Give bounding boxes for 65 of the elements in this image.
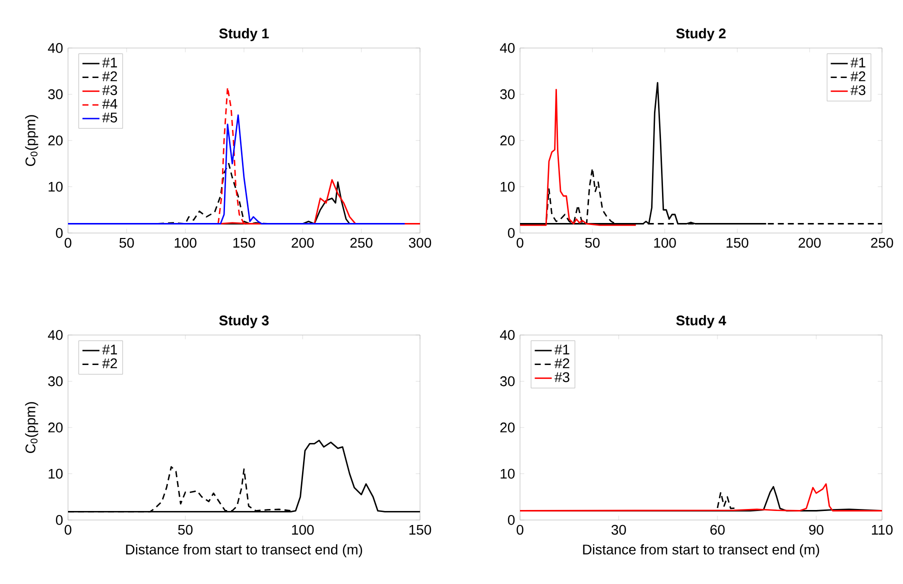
- legend-label: #3: [102, 85, 118, 96]
- y-tick-label: 40: [500, 43, 515, 53]
- legend-label: #3: [554, 372, 570, 382]
- x-tick-label: 50: [119, 238, 134, 248]
- y-tick-label: 40: [48, 330, 63, 340]
- legend-label: #1: [102, 344, 117, 354]
- x-tick-label: 250: [871, 238, 894, 248]
- line-series: [68, 114, 406, 224]
- x-axis-title: Distance from start to transect end (m): [126, 544, 362, 558]
- y-tick-label: 40: [500, 330, 515, 340]
- y-tick-label: 30: [48, 89, 63, 100]
- chart-title: Study 4: [676, 315, 726, 328]
- legend-label: #2: [102, 71, 117, 82]
- x-tick-label: 150: [726, 238, 748, 248]
- y-tick-label: 10: [48, 468, 63, 479]
- y-axis-title: C$_{0}$(ppm): [25, 115, 38, 166]
- x-tick-label: 150: [233, 238, 256, 248]
- legend-label: #2: [102, 358, 117, 368]
- x-tick-label: 90: [809, 524, 824, 535]
- x-tick-label: 110: [872, 524, 893, 535]
- y-tick-label: 30: [500, 376, 515, 386]
- x-tick-label: 250: [350, 238, 372, 248]
- y-tick-label: 40: [48, 43, 63, 53]
- y-tick-label: 0: [508, 515, 515, 525]
- legend-label: #5: [102, 112, 118, 122]
- legend-label: #4: [102, 99, 118, 109]
- x-tick-label: 200: [798, 238, 821, 248]
- y-tick-label: 10: [500, 468, 515, 479]
- legend-label: #1: [102, 58, 117, 68]
- x-tick-label: 300: [408, 238, 432, 248]
- x-tick-label: 0: [64, 524, 72, 535]
- y-tick-label: 0: [56, 228, 63, 238]
- y-tick-label: 10: [48, 182, 63, 192]
- chart-title: Study 2: [676, 28, 726, 42]
- y-tick-label: 20: [500, 136, 515, 146]
- y-tick-label: 20: [48, 422, 63, 432]
- y-tick-label: 30: [500, 89, 515, 100]
- x-tick-label: 100: [654, 238, 676, 248]
- legend-label: #2: [554, 358, 570, 368]
- y-tick-label: 0: [508, 228, 515, 238]
- x-tick-label: 0: [64, 238, 72, 248]
- x-tick-label: 100: [174, 238, 196, 248]
- legend-label: #1: [850, 58, 866, 68]
- chart-title: Study 1: [219, 28, 269, 42]
- x-tick-label: 30: [612, 524, 626, 535]
- x-tick-label: 150: [409, 524, 432, 535]
- legend-label: #3: [850, 85, 866, 96]
- x-tick-label: 0: [516, 524, 524, 535]
- y-tick-label: 0: [56, 515, 63, 525]
- x-tick-label: 200: [292, 238, 314, 248]
- x-tick-label: 50: [178, 524, 193, 535]
- y-tick-label: 10: [500, 182, 515, 192]
- x-tick-label: 50: [585, 238, 600, 248]
- y-tick-label: 30: [48, 376, 63, 386]
- y-axis-title: C$_{0}$(ppm): [25, 402, 38, 454]
- x-tick-label: 60: [710, 524, 725, 535]
- chart-title: Study 3: [219, 315, 269, 328]
- y-tick-label: 20: [48, 136, 63, 146]
- x-axis-title: Distance from start to transect end (m): [583, 544, 820, 558]
- legend-label: #2: [850, 71, 866, 82]
- x-tick-label: 0: [516, 238, 524, 248]
- line-series: [520, 88, 637, 226]
- x-tick-label: 100: [292, 524, 314, 535]
- legend-label: #1: [554, 344, 570, 354]
- y-tick-label: 20: [500, 422, 515, 432]
